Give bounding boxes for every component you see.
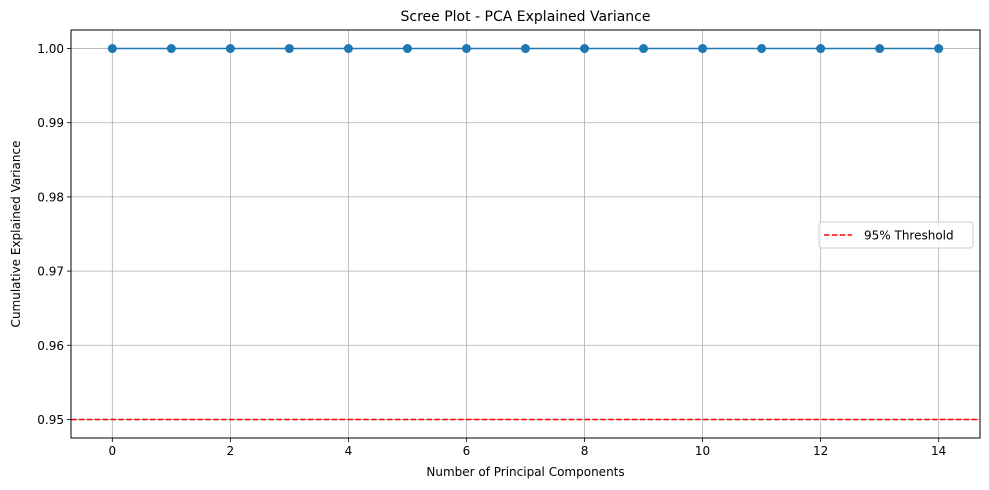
x-axis-label: Number of Principal Components xyxy=(426,465,624,479)
data-point xyxy=(580,44,590,54)
data-point xyxy=(107,44,117,54)
data-point xyxy=(166,44,176,54)
x-tick-label: 14 xyxy=(931,444,946,458)
x-tick-label: 6 xyxy=(463,444,471,458)
y-axis-label: Cumulative Explained Variance xyxy=(9,141,23,328)
x-tick-label: 12 xyxy=(813,444,828,458)
data-point xyxy=(757,44,767,54)
x-tick-label: 0 xyxy=(108,444,116,458)
y-axis-ticks: 0.95 0.96 0.97 0.98 0.99 1.00 xyxy=(37,42,71,427)
y-tick-label: 0.98 xyxy=(37,190,64,204)
data-point xyxy=(225,44,235,54)
legend: 95% Threshold xyxy=(818,221,974,249)
data-point xyxy=(343,44,353,54)
x-axis-ticks: 0 2 4 6 8 10 12 14 xyxy=(108,438,946,458)
legend-threshold-label: 95% Threshold xyxy=(864,229,954,243)
x-tick-label: 8 xyxy=(581,444,589,458)
series-layer xyxy=(107,44,944,54)
plot-frame xyxy=(70,29,981,439)
data-point xyxy=(934,44,944,54)
y-tick-label: 0.99 xyxy=(37,116,64,130)
legend-box xyxy=(818,221,974,249)
data-point xyxy=(461,44,471,54)
data-point xyxy=(284,44,294,54)
y-tick-label: 0.95 xyxy=(37,413,64,427)
x-tick-label: 10 xyxy=(695,444,710,458)
data-point xyxy=(698,44,708,54)
data-point xyxy=(521,44,530,54)
data-point xyxy=(875,44,885,54)
chart-title: Scree Plot - PCA Explained Variance xyxy=(401,9,651,25)
y-tick-label: 0.97 xyxy=(37,265,64,279)
x-tick-label: 4 xyxy=(345,444,353,458)
y-tick-label: 1.00 xyxy=(37,42,64,56)
data-point xyxy=(816,44,826,54)
y-tick-label: 0.96 xyxy=(37,339,64,353)
data-point xyxy=(402,44,412,54)
data-point xyxy=(639,44,649,54)
x-tick-label: 2 xyxy=(227,444,235,458)
